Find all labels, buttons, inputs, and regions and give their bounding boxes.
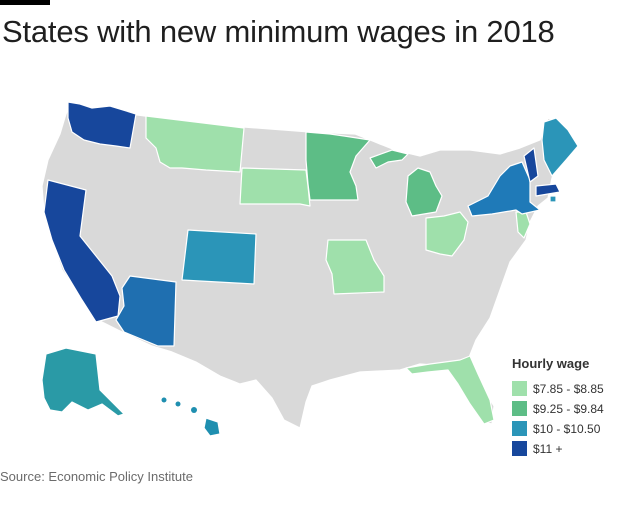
legend: Hourly wage $7.85 - $8.85 $9.25 - $9.84 … bbox=[512, 356, 604, 459]
legend-label: $11 + bbox=[533, 441, 563, 456]
legend-item: $10 - $10.50 bbox=[512, 419, 604, 438]
legend-swatch bbox=[512, 421, 527, 436]
legend-label: $7.85 - $8.85 bbox=[533, 381, 604, 396]
state-california bbox=[43, 179, 121, 323]
state-ohio bbox=[425, 211, 469, 257]
legend-item: $7.85 - $8.85 bbox=[512, 379, 604, 398]
continental-us-base bbox=[41, 103, 573, 429]
state-hawaii-big-island bbox=[203, 417, 221, 437]
state-michigan-upper bbox=[369, 149, 409, 169]
state-minnesota bbox=[305, 131, 371, 201]
legend-swatch bbox=[512, 381, 527, 396]
legend-label: $9.25 - $9.84 bbox=[533, 401, 604, 416]
state-hawaii-kauai bbox=[161, 397, 167, 403]
state-new-york bbox=[467, 161, 541, 217]
legend-item: $11 + bbox=[512, 439, 604, 458]
state-maine bbox=[541, 117, 579, 177]
state-massachusetts bbox=[535, 183, 561, 197]
legend-item: $9.25 - $9.84 bbox=[512, 399, 604, 418]
state-florida bbox=[405, 355, 495, 425]
state-vermont bbox=[523, 147, 539, 183]
page-title: States with new minimum wages in 2018 bbox=[2, 14, 555, 49]
state-washington bbox=[67, 101, 137, 149]
title-accent-bar bbox=[0, 0, 50, 5]
state-south-dakota bbox=[239, 167, 311, 207]
legend-swatch bbox=[512, 401, 527, 416]
legend-title: Hourly wage bbox=[512, 356, 590, 371]
source-note: Source: Economic Policy Institute bbox=[0, 469, 193, 484]
state-arizona bbox=[115, 275, 177, 347]
state-rhode-island bbox=[549, 195, 557, 203]
state-missouri bbox=[325, 239, 385, 295]
state-hawaii-oahu bbox=[175, 401, 181, 407]
state-hawaii-maui bbox=[191, 407, 197, 413]
state-colorado bbox=[181, 229, 257, 285]
state-alaska bbox=[41, 347, 125, 417]
state-michigan-lower bbox=[405, 167, 443, 217]
legend-swatch bbox=[512, 441, 527, 456]
legend-label: $10 - $10.50 bbox=[533, 421, 601, 436]
state-montana bbox=[145, 115, 245, 173]
